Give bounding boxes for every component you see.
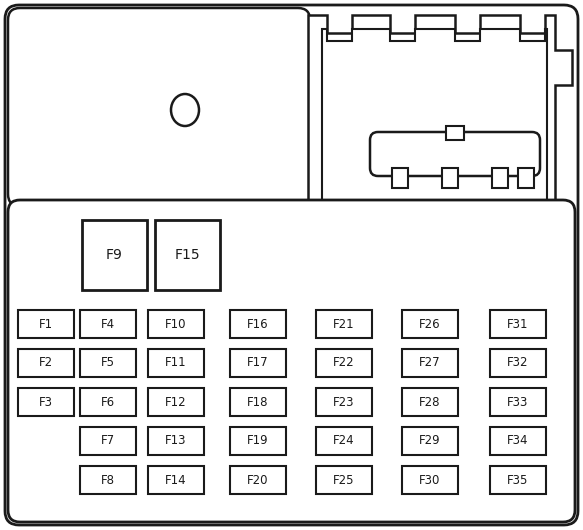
Text: F20: F20 — [247, 473, 269, 487]
Bar — [316, 388, 372, 416]
Bar — [402, 310, 458, 338]
Bar — [80, 310, 136, 338]
Text: F35: F35 — [507, 473, 529, 487]
Bar — [490, 427, 546, 455]
Bar — [80, 427, 136, 455]
Bar — [18, 388, 74, 416]
Text: F9: F9 — [106, 248, 123, 262]
Text: F15: F15 — [175, 248, 201, 262]
Bar — [518, 168, 534, 188]
Bar — [230, 349, 286, 377]
Text: F8: F8 — [101, 473, 115, 487]
Bar — [490, 466, 546, 494]
Text: F16: F16 — [247, 317, 269, 331]
Bar — [402, 349, 458, 377]
Bar — [446, 126, 464, 140]
Bar — [402, 466, 458, 494]
Text: F29: F29 — [419, 435, 441, 447]
Bar — [148, 349, 204, 377]
Bar — [492, 168, 508, 188]
FancyBboxPatch shape — [370, 132, 540, 176]
Bar — [148, 388, 204, 416]
Text: F30: F30 — [419, 473, 441, 487]
Bar — [230, 388, 286, 416]
Bar — [316, 427, 372, 455]
Bar — [490, 349, 546, 377]
Bar — [316, 310, 372, 338]
Text: F31: F31 — [507, 317, 529, 331]
Text: F11: F11 — [165, 357, 187, 369]
Text: F7: F7 — [101, 435, 115, 447]
Text: F22: F22 — [333, 357, 355, 369]
Bar — [392, 168, 408, 188]
FancyBboxPatch shape — [8, 200, 575, 522]
Bar — [148, 466, 204, 494]
FancyBboxPatch shape — [5, 5, 578, 525]
Bar — [402, 388, 458, 416]
Bar — [490, 310, 546, 338]
Bar — [230, 466, 286, 494]
Text: F18: F18 — [247, 395, 269, 409]
Text: F17: F17 — [247, 357, 269, 369]
Bar — [18, 310, 74, 338]
Polygon shape — [308, 15, 572, 226]
Bar — [316, 466, 372, 494]
Text: F12: F12 — [165, 395, 187, 409]
Bar — [148, 310, 204, 338]
Text: F19: F19 — [247, 435, 269, 447]
Text: F24: F24 — [333, 435, 355, 447]
Text: F10: F10 — [165, 317, 187, 331]
Bar — [80, 466, 136, 494]
Text: F2: F2 — [39, 357, 53, 369]
Bar — [18, 349, 74, 377]
FancyBboxPatch shape — [8, 8, 310, 206]
Polygon shape — [322, 29, 547, 202]
Text: F23: F23 — [333, 395, 354, 409]
Bar — [80, 349, 136, 377]
Bar — [80, 388, 136, 416]
Text: F6: F6 — [101, 395, 115, 409]
Text: F21: F21 — [333, 317, 355, 331]
Text: F1: F1 — [39, 317, 53, 331]
Text: F27: F27 — [419, 357, 441, 369]
Text: F3: F3 — [39, 395, 53, 409]
Text: F14: F14 — [165, 473, 187, 487]
Bar — [230, 310, 286, 338]
Text: F5: F5 — [101, 357, 115, 369]
Text: F32: F32 — [507, 357, 529, 369]
Text: F34: F34 — [507, 435, 529, 447]
Bar — [490, 388, 546, 416]
Text: F26: F26 — [419, 317, 441, 331]
Text: F25: F25 — [333, 473, 354, 487]
Text: F4: F4 — [101, 317, 115, 331]
Bar — [442, 168, 458, 188]
Bar — [402, 427, 458, 455]
Text: F13: F13 — [165, 435, 187, 447]
Text: F33: F33 — [507, 395, 529, 409]
Bar — [82, 220, 147, 290]
Bar — [316, 349, 372, 377]
Text: F28: F28 — [419, 395, 441, 409]
Bar — [148, 427, 204, 455]
Bar — [230, 427, 286, 455]
Bar — [155, 220, 220, 290]
